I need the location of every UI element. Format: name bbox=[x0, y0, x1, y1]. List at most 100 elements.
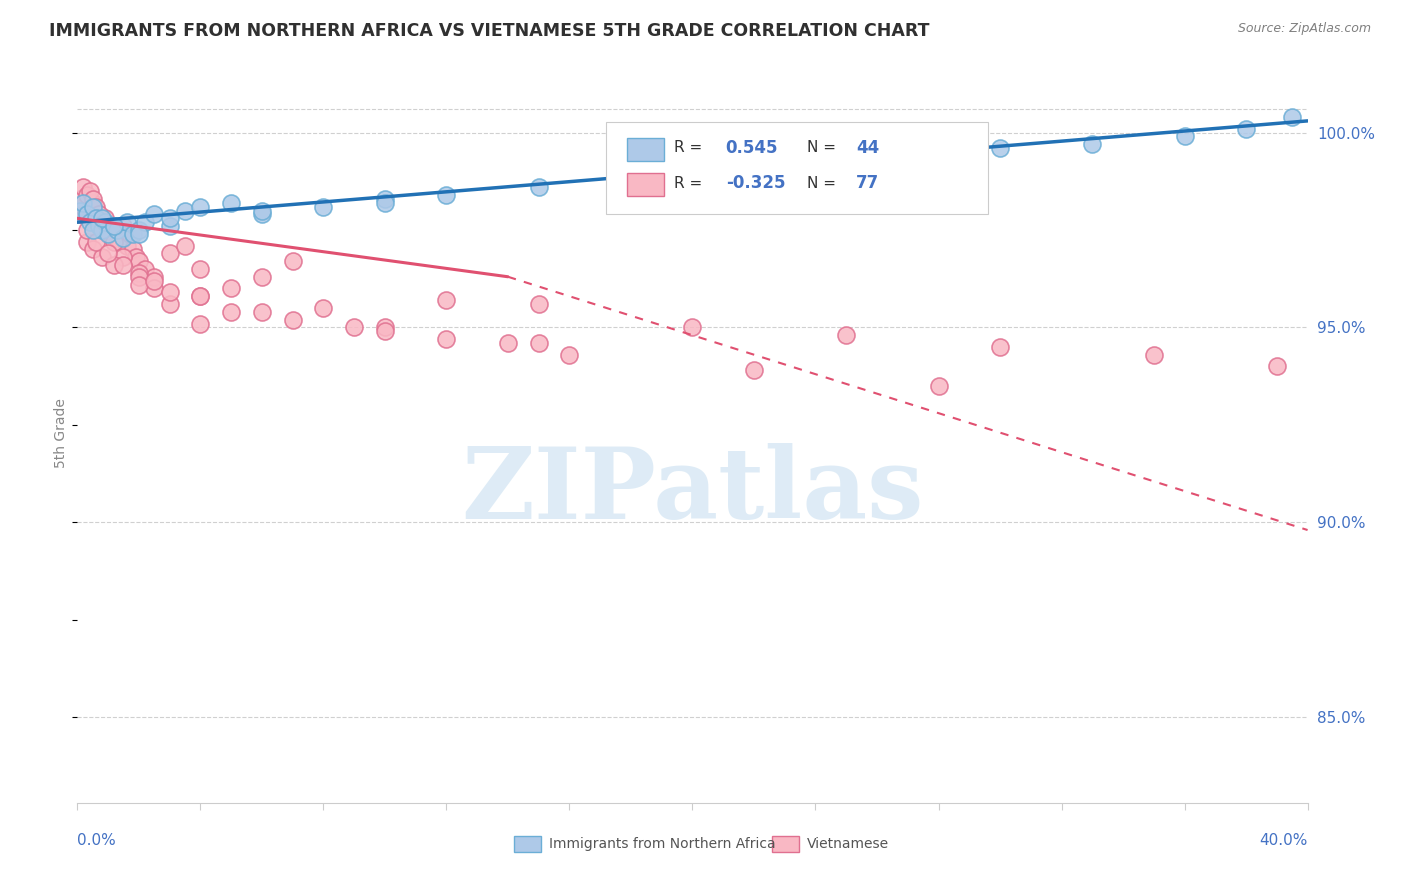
Point bbox=[143, 274, 166, 288]
Text: ZIPatlas: ZIPatlas bbox=[461, 443, 924, 541]
Point bbox=[128, 254, 150, 268]
Point bbox=[527, 180, 550, 194]
Point bbox=[103, 223, 125, 237]
Point bbox=[97, 227, 120, 241]
Point bbox=[82, 243, 104, 257]
Point bbox=[1143, 348, 1166, 362]
Point bbox=[773, 157, 796, 171]
Point bbox=[115, 238, 138, 252]
Point bbox=[90, 211, 114, 226]
Point bbox=[90, 223, 114, 237]
Point bbox=[174, 203, 197, 218]
Point bbox=[125, 250, 148, 264]
Point bbox=[79, 184, 101, 198]
Point bbox=[250, 305, 273, 319]
Point bbox=[97, 246, 120, 260]
Point bbox=[620, 172, 643, 186]
Text: R =: R = bbox=[673, 140, 707, 155]
Text: N =: N = bbox=[807, 176, 841, 191]
Point bbox=[82, 192, 104, 206]
Point bbox=[84, 215, 107, 229]
Point bbox=[988, 141, 1011, 155]
Point bbox=[436, 188, 458, 202]
Point bbox=[115, 215, 138, 229]
Point bbox=[76, 235, 98, 249]
Point bbox=[1281, 110, 1303, 124]
Bar bbox=[772, 836, 800, 853]
Point bbox=[84, 200, 107, 214]
Point bbox=[374, 324, 396, 338]
Point bbox=[90, 250, 114, 264]
Text: 0.0%: 0.0% bbox=[77, 833, 117, 848]
Text: R =: R = bbox=[673, 176, 707, 191]
Point bbox=[128, 223, 150, 237]
Point bbox=[94, 211, 117, 226]
Point bbox=[82, 223, 104, 237]
Point bbox=[1081, 137, 1104, 152]
Point bbox=[87, 219, 110, 233]
Point bbox=[682, 172, 704, 186]
Point bbox=[374, 192, 396, 206]
Point bbox=[121, 243, 143, 257]
Text: 77: 77 bbox=[856, 174, 879, 192]
Text: 0.545: 0.545 bbox=[725, 138, 778, 157]
Bar bbox=[627, 173, 664, 196]
Text: -0.325: -0.325 bbox=[725, 174, 785, 192]
Point bbox=[219, 281, 242, 295]
Point bbox=[312, 200, 335, 214]
Point bbox=[110, 235, 132, 249]
Point bbox=[69, 207, 91, 221]
Point bbox=[143, 269, 166, 284]
Text: 44: 44 bbox=[856, 138, 879, 157]
Point bbox=[188, 317, 212, 331]
Point bbox=[82, 195, 104, 210]
Point bbox=[69, 203, 91, 218]
Point bbox=[219, 305, 242, 319]
Point bbox=[219, 195, 242, 210]
Y-axis label: 5th Grade: 5th Grade bbox=[55, 398, 69, 467]
Point bbox=[105, 231, 128, 245]
Point bbox=[112, 250, 135, 264]
Point bbox=[928, 379, 950, 393]
Point bbox=[79, 211, 101, 226]
Point bbox=[188, 262, 212, 277]
Point bbox=[84, 235, 107, 249]
Point bbox=[188, 200, 212, 214]
Point bbox=[527, 336, 550, 351]
Point bbox=[112, 231, 135, 245]
Point bbox=[97, 227, 120, 241]
Text: Source: ZipAtlas.com: Source: ZipAtlas.com bbox=[1237, 22, 1371, 36]
Point bbox=[159, 297, 181, 311]
Point bbox=[174, 238, 197, 252]
Point bbox=[188, 289, 212, 303]
Point bbox=[87, 219, 110, 233]
Point bbox=[188, 289, 212, 303]
Point bbox=[312, 301, 335, 315]
Point bbox=[76, 188, 98, 202]
Point bbox=[1234, 121, 1257, 136]
Point bbox=[103, 219, 125, 233]
Point bbox=[742, 363, 765, 377]
Point bbox=[76, 223, 98, 237]
Point bbox=[988, 340, 1011, 354]
Point bbox=[72, 180, 94, 194]
Point bbox=[128, 277, 150, 292]
Point bbox=[897, 149, 920, 163]
Point bbox=[103, 235, 125, 249]
Point bbox=[159, 211, 181, 226]
Point bbox=[134, 215, 156, 229]
Point bbox=[558, 348, 581, 362]
Point bbox=[250, 269, 273, 284]
Point bbox=[90, 215, 114, 229]
Point bbox=[128, 227, 150, 241]
Point bbox=[682, 164, 704, 178]
Point bbox=[94, 215, 117, 229]
Point bbox=[143, 281, 166, 295]
Point bbox=[496, 336, 519, 351]
Point bbox=[103, 219, 125, 233]
Point bbox=[79, 215, 101, 229]
Text: Vietnamese: Vietnamese bbox=[807, 837, 889, 850]
Point bbox=[69, 192, 91, 206]
Point bbox=[374, 320, 396, 334]
Point bbox=[84, 211, 107, 226]
